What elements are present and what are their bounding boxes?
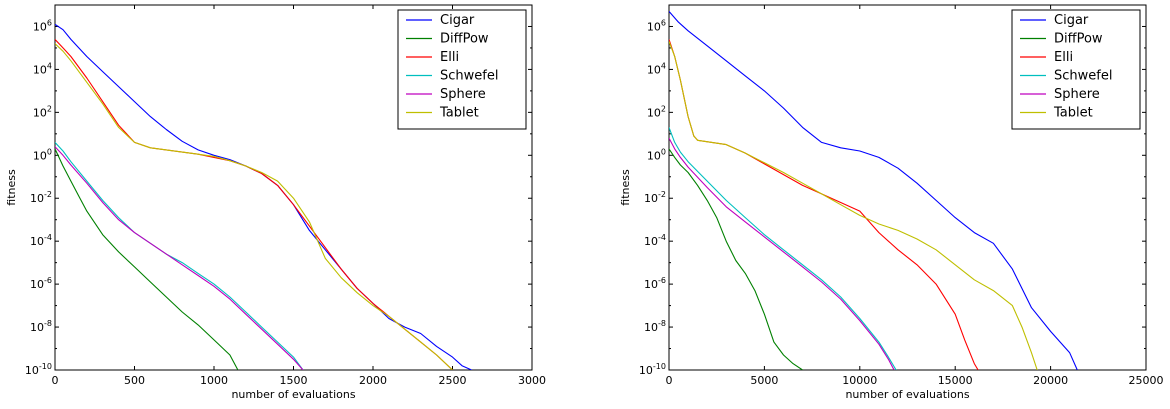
y-tick-label: 104	[33, 61, 52, 76]
legend-box	[1011, 9, 1141, 130]
x-tick-label: 500	[124, 374, 145, 387]
y-tick-label: 102	[647, 104, 666, 119]
x-tick-label: 15000	[938, 374, 973, 387]
series-line-diffpow	[669, 148, 803, 370]
left-chart-panel: 0 500 1000 1500 2000 2500 3000 106 104 102 100 10-2…	[5, 4, 546, 401]
series-line-tablet	[55, 43, 453, 370]
plot-area-frame	[668, 4, 1147, 371]
legend-entry-cigar: Cigar	[1054, 13, 1089, 28]
legend-box	[397, 9, 527, 130]
x-tick-label: 5000	[750, 374, 778, 387]
series-line-diffpow	[55, 148, 239, 370]
y-tick-label: 10-10	[25, 362, 52, 377]
legend-entry-diffpow: DiffPow	[1054, 32, 1103, 47]
legend-entry-schwefel: Schwefel	[1054, 69, 1112, 84]
x-tick-label: 0	[52, 374, 59, 387]
x-tick-label: 20000	[1033, 374, 1068, 387]
x-tick-label: 1500	[280, 374, 308, 387]
legend-entry-tablet: Tablet	[1053, 106, 1093, 121]
legend-entry-tablet: Tablet	[439, 106, 479, 121]
y-tick-label: 10-2	[30, 190, 52, 205]
legend-entry-sphere: Sphere	[440, 87, 486, 102]
series-line-sphere	[669, 137, 895, 370]
x-tick-label: 2500	[439, 374, 467, 387]
series-group	[669, 11, 1078, 370]
y-tick-label: 10-6	[30, 276, 52, 291]
series-group	[55, 23, 472, 370]
y-tick-label: 106	[33, 18, 52, 33]
x-tick-label: 25000	[1129, 374, 1164, 387]
legend-entry-cigar: Cigar	[440, 13, 475, 28]
y-tick-label: 10-10	[639, 362, 666, 377]
y-tick-label: 100	[647, 147, 666, 162]
series-line-tablet	[669, 41, 1038, 370]
y-tick-label: 104	[647, 61, 666, 76]
y-tick-label: 10-8	[644, 319, 666, 334]
y-tick-label: 10-6	[644, 276, 666, 291]
legend-entry-elli: Elli	[1054, 50, 1073, 65]
x-tick-label: 1000	[200, 374, 228, 387]
right-chart-panel: 0 5000 10000 15000 20000 25000 106 104 102 100 10-…	[619, 4, 1164, 401]
x-tick-label: 2000	[359, 374, 387, 387]
legend-entry-elli: Elli	[440, 50, 459, 65]
series-line-cigar	[669, 11, 1078, 370]
y-tick-label: 10-4	[30, 233, 52, 248]
series-line-schwefel	[669, 127, 897, 370]
y-tick-label: 106	[647, 18, 666, 33]
y-tick-label: 102	[33, 104, 52, 119]
y-tick-label: 100	[33, 147, 52, 162]
legend-entry-sphere: Sphere	[1054, 87, 1100, 102]
series-line-sphere	[55, 146, 304, 370]
x-tick-label: 0	[666, 374, 673, 387]
y-axis-label: fitness	[619, 169, 632, 206]
legend-entry-diffpow: DiffPow	[440, 32, 489, 47]
series-line-schwefel	[55, 142, 304, 370]
y-tick-label: 10-8	[30, 319, 52, 334]
y-tick-label: 10-4	[644, 233, 666, 248]
x-axis-label: number of evaluations	[845, 388, 969, 401]
y-axis-label: fitness	[5, 169, 18, 206]
y-tick-label: 10-2	[644, 190, 666, 205]
x-tick-label: 3000	[518, 374, 546, 387]
x-tick-label: 10000	[842, 374, 877, 387]
x-axis-label: number of evaluations	[231, 388, 355, 401]
legend-entry-schwefel: Schwefel	[440, 69, 498, 84]
series-line-elli	[669, 39, 979, 370]
